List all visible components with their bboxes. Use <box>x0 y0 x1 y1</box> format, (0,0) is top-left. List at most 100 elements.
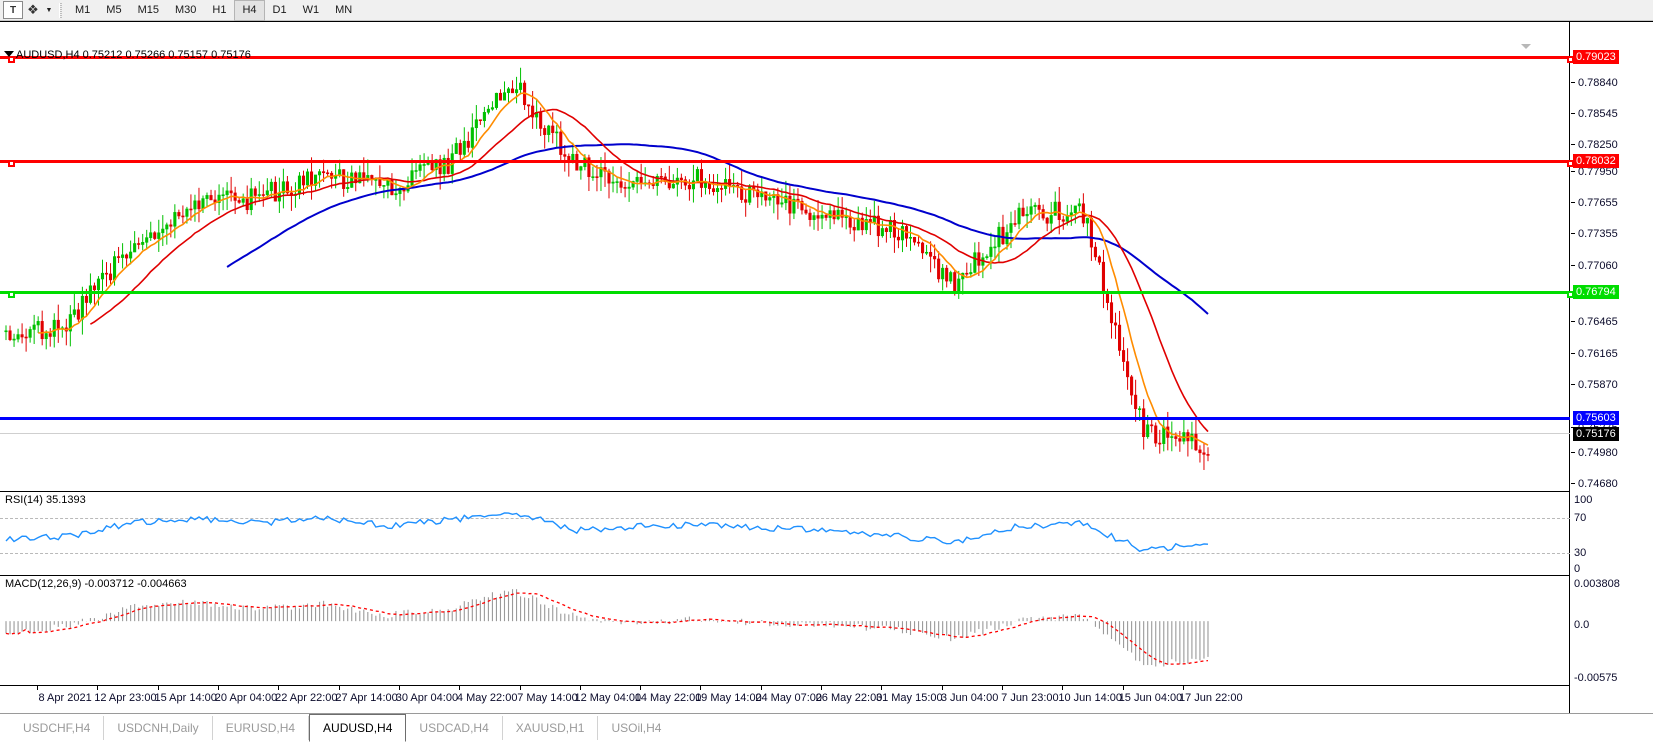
time-tick <box>157 686 159 690</box>
time-label: 7 Jun 23:00 <box>1001 692 1059 704</box>
toolbar-grip[interactable] <box>59 2 62 18</box>
macd-histogram <box>5 589 1209 667</box>
timeframe-w1[interactable]: W1 <box>302 3 320 16</box>
time-tick <box>760 686 762 690</box>
price-tick-value: 0.75870 <box>1578 379 1618 391</box>
time-tick <box>579 686 581 690</box>
timeframe-m15[interactable]: M15 <box>137 3 159 16</box>
price-tick-value: 0.76165 <box>1578 348 1618 360</box>
time-tick <box>278 686 280 690</box>
rsi-tick: 70 <box>1574 512 1586 524</box>
chart-scroll-indicator[interactable] <box>1521 44 1531 49</box>
chart-window[interactable]: AUDUSD,H4 0.75212 0.75266 0.75157 0.7517… <box>0 21 1653 714</box>
price-tick: 0.77355 <box>1571 228 1618 240</box>
time-tick <box>1062 686 1064 690</box>
main-toolbar: T ❖ ▼ M1 M5 M15 M30 H1 H4 D1 W1 MN <box>0 0 1653 21</box>
current-price-label: 0.75176 <box>1573 427 1619 441</box>
time-tick <box>881 686 883 690</box>
price-tick-value: 0.78840 <box>1578 77 1618 89</box>
rsi-tick: 0 <box>1574 563 1580 575</box>
indicators-icon[interactable]: ❖ <box>27 2 39 17</box>
chevron-down-icon[interactable]: ▼ <box>45 6 53 14</box>
price-tick: 0.77060 <box>1571 260 1618 272</box>
hline-resistance-079023[interactable] <box>0 56 1574 63</box>
time-tick <box>640 686 642 690</box>
timeframe-h1[interactable]: H1 <box>212 3 227 16</box>
timeframe-m30[interactable]: M30 <box>174 3 197 16</box>
rsi-pane-divider <box>0 491 1570 492</box>
price-tick-value: 0.74680 <box>1578 478 1618 490</box>
time-label: 10 Jun 14:00 <box>1058 692 1122 704</box>
macd-tick-value: 0.003808 <box>1574 578 1620 590</box>
current-price-line <box>0 433 1570 434</box>
time-tick <box>1122 686 1124 690</box>
time-tick <box>941 686 943 690</box>
rsi-tick: 100 <box>1574 494 1592 506</box>
macd-tick-value: 0.0 <box>1574 619 1590 631</box>
symbol-tab-usoil[interactable]: USOil,H4 <box>611 721 662 735</box>
time-label: 14 May 22:00 <box>634 692 702 704</box>
price-tick-value: 0.78250 <box>1578 139 1618 151</box>
timeframe-m1[interactable]: M1 <box>75 3 91 16</box>
symbol-tab-bar: USDCHF,H4 USDCNH,Daily EURUSD,H4 AUDUSD,… <box>0 713 1653 752</box>
time-tick <box>218 686 219 690</box>
time-label: 8 Apr 2021 <box>38 692 92 704</box>
time-tick <box>1001 686 1003 690</box>
price-pane[interactable] <box>0 22 1570 714</box>
chart-title: AUDUSD,H4 0.75212 0.75266 0.75157 0.7517… <box>16 49 251 61</box>
price-tick: 0.75870 <box>1571 379 1618 391</box>
time-label: 4 May 22:00 <box>456 692 518 704</box>
price-tick-value: 0.76465 <box>1578 316 1618 328</box>
hline-resistance-078032[interactable] <box>0 160 1574 167</box>
symbol-tab-xauusd[interactable]: XAUUSD,H1 <box>503 716 599 740</box>
timeframe-h4[interactable]: H4 <box>234 0 265 21</box>
symbol-tab-audusd[interactable]: AUDUSD,H4 <box>309 714 407 742</box>
rsi-tick-value: 100 <box>1574 494 1593 506</box>
price-tick: 0.78840 <box>1571 77 1618 89</box>
symbol-tab-eurusd[interactable]: EURUSD,H4 <box>213 716 310 740</box>
time-label: 24 May 07:00 <box>755 692 823 704</box>
time-label: 12 May 04:00 <box>574 692 642 704</box>
price-tick-value: 0.77355 <box>1578 228 1618 240</box>
support-green-label: 0.76794 <box>1573 285 1619 299</box>
hline-support-076794[interactable] <box>0 291 1574 298</box>
time-tick <box>519 686 521 690</box>
new-chart-icon[interactable]: T <box>3 1 23 19</box>
symbol-tab-usdcnh[interactable]: USDCNH,Daily <box>104 716 213 740</box>
time-tick <box>97 686 99 690</box>
time-label: 31 May 15:00 <box>875 692 943 704</box>
time-label: 27 Apr 14:00 <box>335 692 398 704</box>
time-label: 30 Apr 04:00 <box>395 692 459 704</box>
rsi-tick-value: 70 <box>1574 512 1587 524</box>
time-tick <box>398 686 400 690</box>
time-label: 3 Jun 04:00 <box>940 692 999 704</box>
timeframe-m5[interactable]: M5 <box>106 3 122 16</box>
macd-tick: 0.0 <box>1574 619 1589 631</box>
rsi-label: RSI(14) 35.1393 <box>5 494 86 506</box>
time-label: 22 Apr 22:00 <box>275 692 338 704</box>
macd-tick-value: -0.00575 <box>1574 672 1618 684</box>
hline-anchor[interactable] <box>8 160 15 167</box>
timeframe-mn[interactable]: MN <box>335 3 353 16</box>
timeframe-d1[interactable]: D1 <box>272 3 287 16</box>
hline-support-075603[interactable] <box>0 417 1570 420</box>
time-tick <box>37 686 39 690</box>
time-axis: 8 Apr 2021 12 Apr 23:00 15 Apr 14:00 20 Apr… <box>0 685 1570 714</box>
rsi-tick: 30 <box>1574 547 1586 559</box>
hline-anchor[interactable] <box>8 291 15 298</box>
time-label: 15 Apr 14:00 <box>154 692 217 704</box>
time-tick <box>1182 686 1184 690</box>
time-label: 12 Apr 23:00 <box>94 692 157 704</box>
candlestick-series <box>4 67 1210 470</box>
symbol-tab-usdcad[interactable]: USDCAD,H4 <box>406 716 503 740</box>
price-scale[interactable]: 0.79023 0.78840 0.78545 0.78250 0.78032 … <box>1571 22 1653 714</box>
price-tick: 0.77950 <box>1571 166 1618 178</box>
time-label: 20 Apr 04:00 <box>214 692 278 704</box>
hline-anchor[interactable] <box>8 56 15 63</box>
chart-collapse-icon[interactable] <box>4 51 14 57</box>
time-label: 19 May 14:00 <box>695 692 762 704</box>
price-tick: 0.74680 <box>1571 478 1618 490</box>
time-tick <box>459 686 461 690</box>
rsi-tick-value: 30 <box>1574 547 1587 559</box>
symbol-tab-usdchf[interactable]: USDCHF,H4 <box>10 716 105 740</box>
